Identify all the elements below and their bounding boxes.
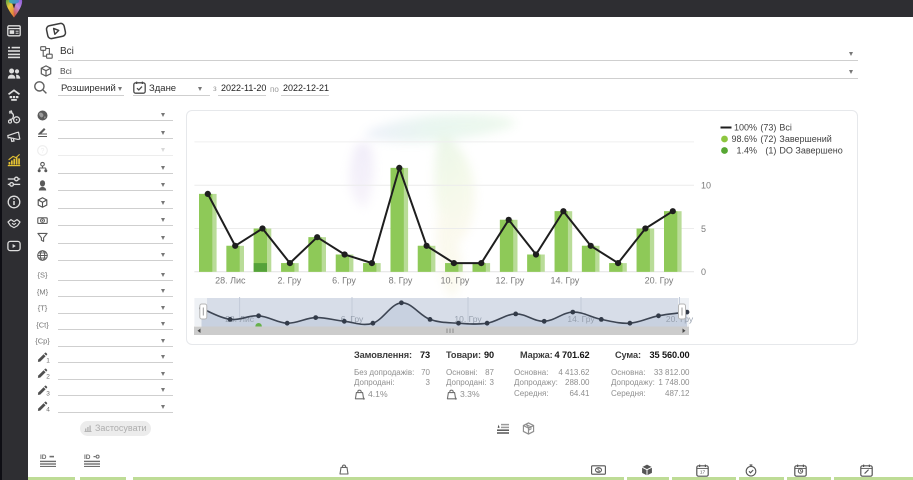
svg-text:2: 2 xyxy=(46,374,50,381)
svg-text:{S}: {S} xyxy=(37,270,48,279)
svg-text:10: 10 xyxy=(701,181,711,191)
svg-text:14. Гру: 14. Гру xyxy=(567,314,595,324)
svg-text:{Ct}: {Ct} xyxy=(36,320,49,329)
svg-text:6. Гру: 6. Гру xyxy=(332,276,356,286)
svg-text:10. Гру: 10. Гру xyxy=(454,314,482,324)
svg-text:ID: ID xyxy=(40,454,47,461)
svg-text:28. Лис: 28. Лис xyxy=(215,276,246,286)
svg-text:{M}: {M} xyxy=(37,287,49,296)
svg-text:4: 4 xyxy=(46,407,50,414)
svg-text:98.6%: 98.6% xyxy=(731,134,757,144)
svg-text:12. Гру: 12. Гру xyxy=(496,276,525,286)
svg-text:{T}: {T} xyxy=(38,303,48,312)
svg-text:6. Гру: 6. Гру xyxy=(341,314,364,324)
svg-text:8. Гру: 8. Гру xyxy=(389,276,413,286)
svg-text:2. Гру: 2. Гру xyxy=(278,276,302,286)
svg-text:(72): (72) xyxy=(760,134,776,144)
svg-text:Всі: Всі xyxy=(779,123,792,133)
svg-text:5: 5 xyxy=(701,224,706,234)
svg-text:(73): (73) xyxy=(760,123,776,133)
svg-text:(1): (1) xyxy=(765,146,776,156)
svg-text:1: 1 xyxy=(46,357,50,364)
svg-text:14. Гру: 14. Гру xyxy=(551,276,580,286)
svg-text:0: 0 xyxy=(701,267,706,277)
svg-text:$: $ xyxy=(597,468,600,474)
svg-text:100%: 100% xyxy=(734,123,757,133)
svg-text:1.4%: 1.4% xyxy=(736,146,757,156)
svg-text:x: x xyxy=(363,396,365,400)
svg-text:20. Гру: 20. Гру xyxy=(645,276,674,286)
svg-text:x: x xyxy=(455,396,457,400)
svg-text:Завершений: Завершений xyxy=(779,134,831,144)
svg-text:10. Гру: 10. Гру xyxy=(441,276,470,286)
svg-text:3: 3 xyxy=(46,390,50,397)
svg-text:ID: ID xyxy=(84,454,91,461)
svg-text:{Cp}: {Cp} xyxy=(35,336,50,345)
svg-text:DO Завершено: DO Завершено xyxy=(779,146,842,156)
svg-text:?: ? xyxy=(41,148,45,155)
svg-text:17: 17 xyxy=(700,469,706,475)
